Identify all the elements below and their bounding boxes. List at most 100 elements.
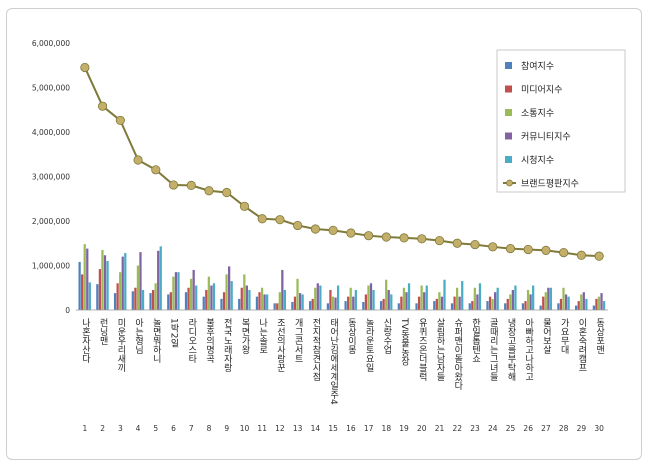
y-tick-label: 4,000,000 xyxy=(32,128,70,137)
bar xyxy=(354,289,357,310)
bar xyxy=(494,292,497,310)
bar xyxy=(458,296,461,310)
bar xyxy=(433,301,436,310)
bar xyxy=(255,296,259,310)
bar xyxy=(423,292,426,310)
bar xyxy=(407,283,411,310)
category-label: 놀면뭐하니 xyxy=(151,318,161,364)
bar xyxy=(575,305,578,310)
bar xyxy=(367,285,370,310)
category-label: 전국노래자랑 xyxy=(222,318,232,372)
bar xyxy=(564,294,568,310)
bar xyxy=(139,252,142,310)
line-point xyxy=(151,165,161,175)
legend-label: 커뮤니티지수 xyxy=(521,132,571,143)
legend-label: 소통지수 xyxy=(521,108,554,119)
bar xyxy=(96,284,99,310)
rank-label: 2 xyxy=(100,424,105,433)
bar xyxy=(316,283,319,310)
rank-label: 25 xyxy=(506,424,516,433)
bar xyxy=(344,301,347,310)
bar xyxy=(172,276,175,310)
line-point xyxy=(257,214,267,224)
bar xyxy=(311,298,314,310)
y-tick-label: 0 xyxy=(65,306,70,315)
bar xyxy=(260,287,264,310)
bar xyxy=(379,301,383,310)
category-label: 동상이몽 xyxy=(346,318,356,354)
bar xyxy=(509,294,512,310)
bar xyxy=(245,285,248,310)
bar xyxy=(116,283,119,310)
line-point xyxy=(186,180,196,190)
bar xyxy=(293,296,297,310)
bar xyxy=(266,294,269,310)
category-label: 이혼숙려캠프 xyxy=(576,318,586,372)
x-axis: 나혼자산다 1 런닝맨 2 미운우리새끼 3 아는형님 4 놀면뭐하니 5 1박2일 6 라디오스타 7 불… xyxy=(76,309,608,433)
bar xyxy=(314,287,317,310)
line-point xyxy=(488,242,498,252)
y-axis: 0 1,000,000 2,000,000 3,000,000 4,000,000 5,0… xyxy=(32,39,70,315)
bar xyxy=(331,296,335,310)
bar xyxy=(526,289,530,310)
legend-swatch xyxy=(505,85,512,93)
bar xyxy=(486,301,489,310)
bar xyxy=(542,296,545,310)
rank-label: 27 xyxy=(541,424,551,433)
bar xyxy=(167,294,170,310)
bar xyxy=(263,294,266,310)
bar xyxy=(453,296,456,310)
bar xyxy=(582,292,585,310)
bar xyxy=(539,305,542,310)
category-label: 라디오스타 xyxy=(186,318,196,364)
rank-label: 9 xyxy=(224,424,229,433)
bar xyxy=(397,303,400,310)
line-point xyxy=(310,224,320,234)
bar xyxy=(273,303,276,310)
bar xyxy=(443,279,446,310)
line-point xyxy=(417,234,427,244)
category-label: 한일톱텐쇼 xyxy=(470,318,480,363)
bar xyxy=(473,287,476,310)
bar xyxy=(301,294,304,310)
bar xyxy=(521,303,525,310)
category-label: TV동물농장 xyxy=(399,317,409,366)
bar xyxy=(511,289,514,310)
line-point xyxy=(594,251,604,261)
legend-swatch-marker xyxy=(506,179,513,187)
rank-label: 10 xyxy=(240,424,250,433)
bar xyxy=(187,287,190,310)
bar xyxy=(258,292,261,310)
bar xyxy=(225,274,228,310)
category-label: 복면가왕 xyxy=(239,318,249,354)
bar xyxy=(488,296,492,310)
line-point xyxy=(559,247,569,258)
line-point xyxy=(399,233,409,243)
bar xyxy=(174,272,178,310)
bar xyxy=(81,274,84,310)
bar xyxy=(362,301,365,310)
bar xyxy=(602,301,606,310)
rank-label: 15 xyxy=(328,424,338,433)
bar xyxy=(567,296,570,310)
bar xyxy=(405,292,408,310)
bar xyxy=(524,301,527,310)
bar xyxy=(557,303,560,310)
legend-swatch xyxy=(505,132,512,140)
bar xyxy=(184,292,188,310)
bar xyxy=(207,276,210,310)
bar xyxy=(547,287,550,310)
bar xyxy=(349,287,352,310)
bar xyxy=(496,287,499,310)
bar xyxy=(202,296,205,310)
bar xyxy=(222,292,226,310)
category-label: 가요무대 xyxy=(559,318,569,355)
bar xyxy=(440,296,444,310)
bar xyxy=(101,249,104,310)
rank-label: 8 xyxy=(207,424,212,433)
bar xyxy=(471,301,474,310)
y-tick-label: 1,000,000 xyxy=(32,262,70,271)
bar xyxy=(600,293,603,310)
bar xyxy=(514,285,517,310)
